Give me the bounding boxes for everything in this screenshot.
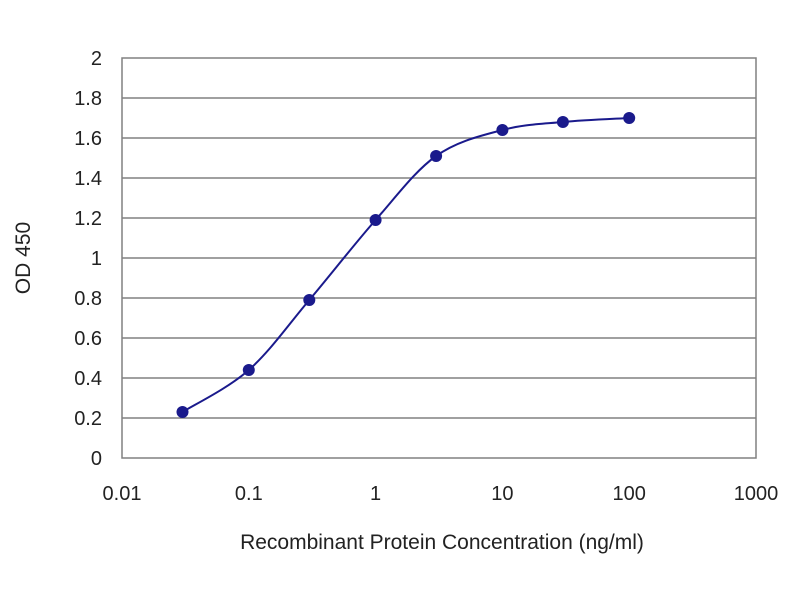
data-point [496,124,509,136]
y-tick-label: 1 [91,248,102,270]
y-tick-label: 0 [91,448,102,470]
y-tick-label: 0.2 [74,408,102,430]
y-tick-label: 0.6 [74,328,102,350]
y-tick-label: 0.8 [74,288,102,310]
gridlines [122,97,756,419]
data-point [176,406,189,418]
x-tick-label: 0.1 [235,483,263,505]
y-tick-label: 1.2 [74,208,102,230]
y-tick-label: 0.4 [74,368,102,390]
x-tick-label: 0.01 [103,483,142,505]
plot-area [121,57,757,459]
y-axis-title: OD 450 [12,222,35,294]
series-line [181,117,630,413]
x-tick-label: 1 [370,483,381,505]
data-points [176,112,636,418]
data-point [430,150,443,162]
x-tick-labels: 0.01 0.1 1 10 100 1000 [103,483,779,505]
y-tick-labels: 0 0.2 0.4 0.6 0.8 1 1.2 1.4 1.6 1.8 2 [74,48,102,470]
y-tick-label: 1.4 [74,168,102,190]
data-point [556,116,569,128]
y-tick-label: 1.8 [74,88,102,110]
data-point [369,214,382,226]
y-tick-label: 1.6 [74,128,102,150]
y-tick-label: 2 [91,48,102,70]
x-axis-title: Recombinant Protein Concentration (ng/ml… [240,531,644,554]
series-path [181,117,630,413]
data-point [303,294,316,306]
x-tick-label: 10 [491,483,513,505]
x-tick-label: 100 [613,483,646,505]
data-point [623,112,636,124]
x-tick-label: 1000 [734,483,779,505]
data-point [242,364,255,376]
